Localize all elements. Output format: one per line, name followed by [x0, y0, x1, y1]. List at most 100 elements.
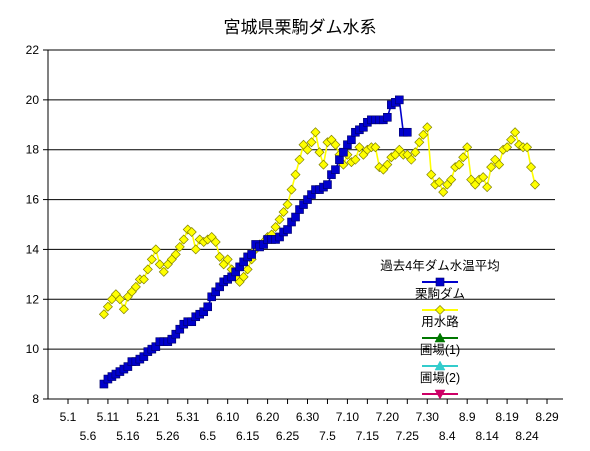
data-point: [302, 144, 313, 155]
data-point: [290, 169, 301, 180]
legend-label: 栗駒ダム: [415, 286, 465, 301]
x-tick-label-upper: 8.29: [535, 410, 559, 424]
data-point: [138, 274, 149, 285]
data-point: [331, 165, 340, 174]
data-point: [170, 249, 181, 260]
data-point: [350, 154, 361, 165]
legend-marker: [434, 360, 446, 371]
legend-label: 圃場(1): [420, 343, 460, 357]
data-point: [426, 169, 437, 180]
data-point: [247, 250, 256, 259]
data-point: [174, 241, 185, 252]
data-point: [510, 127, 521, 138]
axes: [47, 50, 563, 400]
x-tick-label-upper: 6.10: [216, 410, 240, 424]
x-tick-label-upper: 7.30: [416, 410, 440, 424]
y-tick-label: 10: [26, 342, 40, 356]
legend-label: 用水路: [421, 314, 459, 329]
x-tick-label-lower: 8.14: [475, 429, 499, 443]
data-point: [274, 214, 285, 225]
data-point: [446, 174, 457, 185]
data-point: [291, 212, 300, 222]
y-tick-label: 20: [26, 93, 40, 107]
x-tick-label-upper: 6.20: [256, 410, 280, 424]
legend-marker: [434, 389, 446, 400]
legend-label: 圃場(2): [420, 371, 460, 385]
data-point: [114, 294, 125, 305]
data-point: [494, 159, 505, 170]
data-point: [339, 147, 348, 157]
data-point: [150, 244, 161, 255]
legend-label: 過去4年ダム水温平均: [380, 258, 499, 273]
data-point: [178, 234, 189, 245]
chart-title: 宮城県栗駒ダム水系: [224, 18, 377, 37]
data-point: [203, 302, 213, 312]
data-point: [422, 122, 433, 133]
y-tick-label: 8: [32, 392, 39, 406]
x-tick-label-lower: 6.25: [276, 429, 300, 443]
x-tick-label-upper: 5.11: [97, 410, 120, 424]
y-tick-label: 22: [26, 43, 40, 57]
data-point: [323, 180, 332, 189]
data-point: [502, 142, 513, 153]
x-tick-label-upper: 8.9: [459, 410, 476, 424]
x-tick-label-lower: 7.15: [356, 429, 380, 443]
data-point: [438, 187, 449, 198]
data-point: [354, 142, 365, 153]
series-layer: [98, 95, 541, 389]
data-point: [146, 254, 157, 265]
data-point: [283, 225, 292, 234]
x-tick-label-lower: 6.15: [236, 429, 260, 443]
data-point: [118, 304, 129, 315]
data-point: [102, 301, 113, 312]
series-1: [98, 122, 541, 320]
data-point: [403, 127, 412, 137]
x-tick-label-upper: 5.31: [176, 410, 200, 424]
data-point: [294, 154, 305, 165]
data-point: [478, 172, 489, 183]
x-tick-label-lower: 7.25: [396, 429, 420, 443]
x-tick-label-upper: 5.21: [136, 410, 160, 424]
data-point: [486, 162, 497, 173]
data-point: [158, 266, 169, 277]
data-point: [278, 207, 289, 218]
data-point: [347, 135, 356, 145]
data-point: [395, 95, 404, 105]
data-point: [286, 184, 297, 195]
data-point: [530, 179, 541, 190]
data-point: [522, 142, 533, 153]
x-tick-label-lower: 7.5: [319, 429, 336, 443]
data-point: [335, 155, 344, 164]
y-axis-ticks: 8 10 12 14 16 18 20 22: [26, 43, 48, 406]
data-point: [382, 159, 393, 170]
y-tick-label: 14: [26, 242, 40, 256]
data-point: [330, 139, 341, 150]
y-tick-label: 12: [26, 292, 40, 306]
data-point: [310, 127, 321, 138]
data-point: [98, 309, 109, 320]
data-point: [506, 134, 517, 145]
data-point: [186, 226, 197, 237]
data-point: [414, 137, 425, 148]
data-point: [130, 281, 141, 292]
x-tick-label-upper: 8.19: [495, 410, 519, 424]
data-point: [210, 236, 221, 247]
data-point: [306, 137, 317, 148]
data-point: [190, 244, 201, 255]
data-point: [410, 147, 421, 158]
x-tick-label-lower: 5.26: [156, 429, 180, 443]
data-point: [238, 271, 249, 282]
legend-marker: [434, 332, 446, 343]
y-tick-label: 16: [26, 193, 40, 207]
x-axis-ticks: 5.1 5.11 5.21 5.31 6.10 6.20 6.30 7.10 7.20 7.30 8…: [60, 399, 559, 443]
legend-marker: [435, 305, 445, 315]
x-tick-label-lower: 8.24: [515, 429, 539, 443]
x-tick-label-lower: 5.16: [116, 429, 140, 443]
x-tick-label-lower: 8.4: [439, 429, 456, 443]
series-0: [99, 95, 412, 389]
data-point: [526, 162, 537, 173]
data-point: [434, 177, 445, 188]
data-point: [383, 113, 392, 122]
